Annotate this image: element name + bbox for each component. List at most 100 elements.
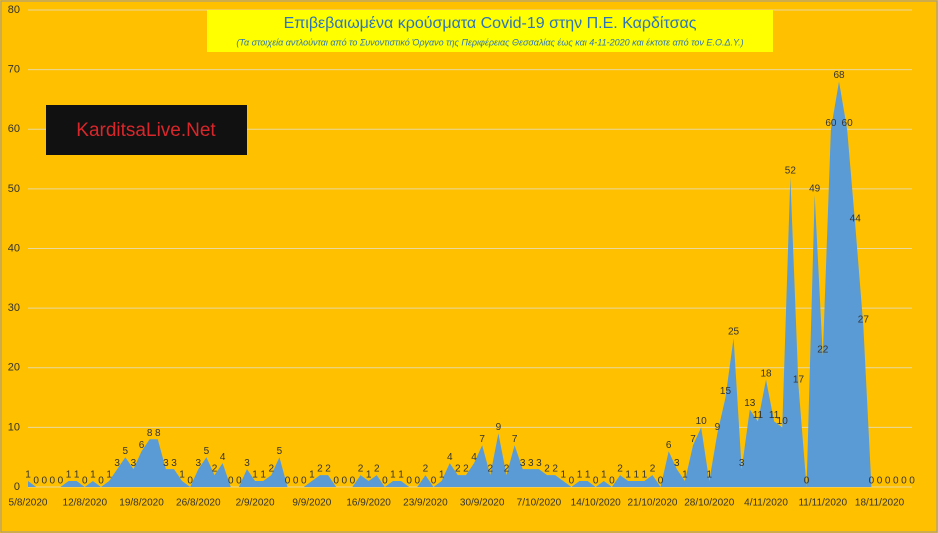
data-label: 0 (431, 476, 437, 487)
data-label: 11 (769, 410, 780, 421)
data-label: 4 (447, 452, 453, 463)
logo-text: KarditsaLive.Net (76, 120, 216, 141)
data-label: 0 (804, 476, 810, 487)
data-label: 3 (163, 458, 169, 469)
data-label: 6 (139, 440, 145, 451)
data-label: 2 (374, 464, 380, 475)
data-label: 0 (415, 476, 421, 487)
data-label: 1 (682, 470, 688, 481)
data-label: 2 (552, 464, 558, 475)
data-label: 0 (342, 476, 348, 487)
data-label: 0 (293, 476, 299, 487)
data-label: 0 (406, 476, 412, 487)
data-label: 2 (358, 464, 364, 475)
data-label: 13 (744, 398, 756, 409)
data-label: 2 (423, 464, 429, 475)
data-label: 1 (366, 470, 372, 481)
data-label: 9 (715, 422, 721, 433)
x-tick-label: 30/9/2020 (460, 498, 505, 509)
data-label: 3 (244, 458, 250, 469)
x-tick-label: 11/11/2020 (798, 498, 847, 509)
y-tick-label: 30 (8, 302, 20, 314)
data-label: 60 (842, 118, 854, 129)
y-tick-label: 60 (8, 123, 20, 135)
data-label: 0 (58, 476, 64, 487)
data-label: 10 (696, 416, 708, 427)
data-label: 1 (625, 470, 631, 481)
data-label: 0 (885, 476, 891, 487)
data-label: 2 (317, 464, 323, 475)
x-tick-label: 21/10/2020 (627, 498, 677, 509)
data-label: 52 (785, 166, 797, 177)
x-tick-label: 9/9/2020 (292, 498, 331, 509)
data-label: 3 (171, 458, 177, 469)
data-label: 5 (277, 446, 283, 457)
data-label: 0 (901, 476, 907, 487)
data-label: 0 (569, 476, 575, 487)
logo-box (46, 105, 247, 155)
data-label: 0 (333, 476, 339, 487)
data-label: 3 (528, 458, 534, 469)
y-tick-label: 20 (8, 362, 20, 374)
data-label: 1 (398, 470, 404, 481)
data-label: 2 (269, 464, 275, 475)
title-box (207, 10, 773, 52)
data-label: 0 (285, 476, 291, 487)
data-label: 3 (739, 458, 745, 469)
y-tick-label: 40 (8, 242, 20, 254)
data-label: 10 (777, 416, 789, 427)
data-label: 0 (50, 476, 56, 487)
x-tick-label: 12/8/2020 (63, 498, 108, 509)
data-label: 3 (536, 458, 542, 469)
data-label: 2 (487, 464, 493, 475)
data-label: 3 (196, 458, 202, 469)
data-label: 0 (909, 476, 915, 487)
data-label: 25 (728, 327, 740, 338)
data-label: 2 (325, 464, 331, 475)
x-tick-label: 23/9/2020 (403, 498, 448, 509)
data-label: 49 (809, 183, 821, 194)
data-label: 4 (220, 452, 226, 463)
x-tick-label: 5/8/2020 (9, 498, 48, 509)
x-tick-label: 16/9/2020 (346, 498, 391, 509)
data-label: 2 (212, 464, 218, 475)
data-label: 1 (309, 470, 315, 481)
data-label: 3 (114, 458, 120, 469)
chart-title: Επιβεβαιωμένα κρούσματα Covid-19 στην Π.… (284, 15, 697, 32)
data-label: 0 (98, 476, 104, 487)
data-label: 17 (793, 374, 805, 385)
data-label: 2 (463, 464, 469, 475)
data-label: 1 (601, 470, 607, 481)
y-tick-label: 70 (8, 64, 20, 76)
data-label: 27 (858, 315, 870, 326)
data-label: 0 (658, 476, 664, 487)
data-label: 0 (869, 476, 875, 487)
data-label: 0 (609, 476, 615, 487)
y-tick-label: 0 (14, 481, 20, 493)
data-label: 1 (106, 470, 112, 481)
data-label: 15 (720, 386, 732, 397)
data-label: 2 (544, 464, 550, 475)
data-label: 5 (204, 446, 210, 457)
data-label: 3 (674, 458, 680, 469)
data-label: 18 (760, 368, 772, 379)
data-label: 60 (825, 118, 837, 129)
data-label: 1 (390, 470, 396, 481)
area (28, 81, 912, 488)
data-label: 1 (179, 470, 185, 481)
data-label: 44 (850, 213, 862, 224)
x-tick-label: 4/11/2020 (744, 498, 788, 509)
data-label: 6 (666, 440, 672, 451)
x-tick-label: 14/10/2020 (571, 498, 621, 509)
data-label: 1 (439, 470, 445, 481)
data-label: 0 (350, 476, 356, 487)
data-label: 7 (479, 434, 485, 445)
data-label: 1 (74, 470, 80, 481)
data-label: 1 (25, 470, 31, 481)
data-label: 3 (520, 458, 526, 469)
data-label: 2 (504, 464, 510, 475)
data-label: 0 (82, 476, 88, 487)
data-label: 3 (131, 458, 137, 469)
